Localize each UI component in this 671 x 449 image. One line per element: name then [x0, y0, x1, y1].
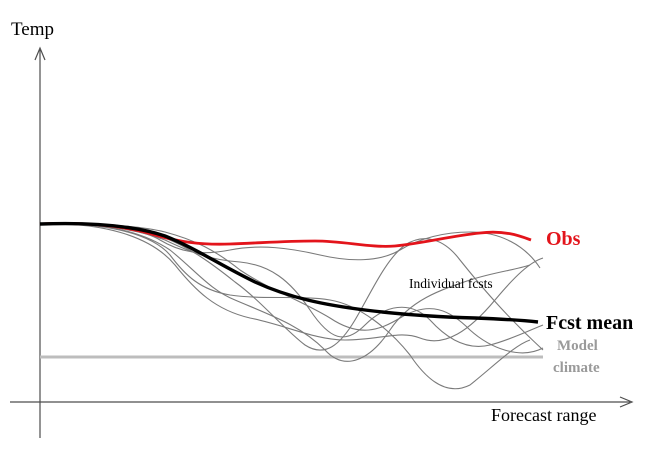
individual-forecast-line: [39, 223, 531, 362]
x-arrow-icon: [619, 396, 634, 408]
individual-fcsts-label: Individual fcsts: [409, 276, 493, 291]
y-arrow-icon: [34, 46, 46, 61]
individual-forecast-line: [39, 223, 544, 347]
individual-forecast-line: [39, 223, 541, 269]
individual-forecast-line: [39, 223, 544, 342]
individual-forecast-line: [39, 222, 544, 354]
fcst-mean-line: [39, 221, 539, 324]
model-climate-label-line1: Model: [557, 338, 598, 354]
model-climate-label-line2: climate: [553, 360, 600, 376]
y-axis-label: Temp: [11, 19, 54, 40]
axes: [10, 46, 634, 438]
individual-forecasts: [39, 222, 544, 390]
x-axis-label: Forecast range: [491, 405, 596, 425]
fcst-mean-label: Fcst mean: [546, 312, 633, 334]
individual-forecast-line: [39, 223, 531, 390]
obs-line: [39, 222, 532, 248]
obs-label: Obs: [546, 228, 581, 250]
